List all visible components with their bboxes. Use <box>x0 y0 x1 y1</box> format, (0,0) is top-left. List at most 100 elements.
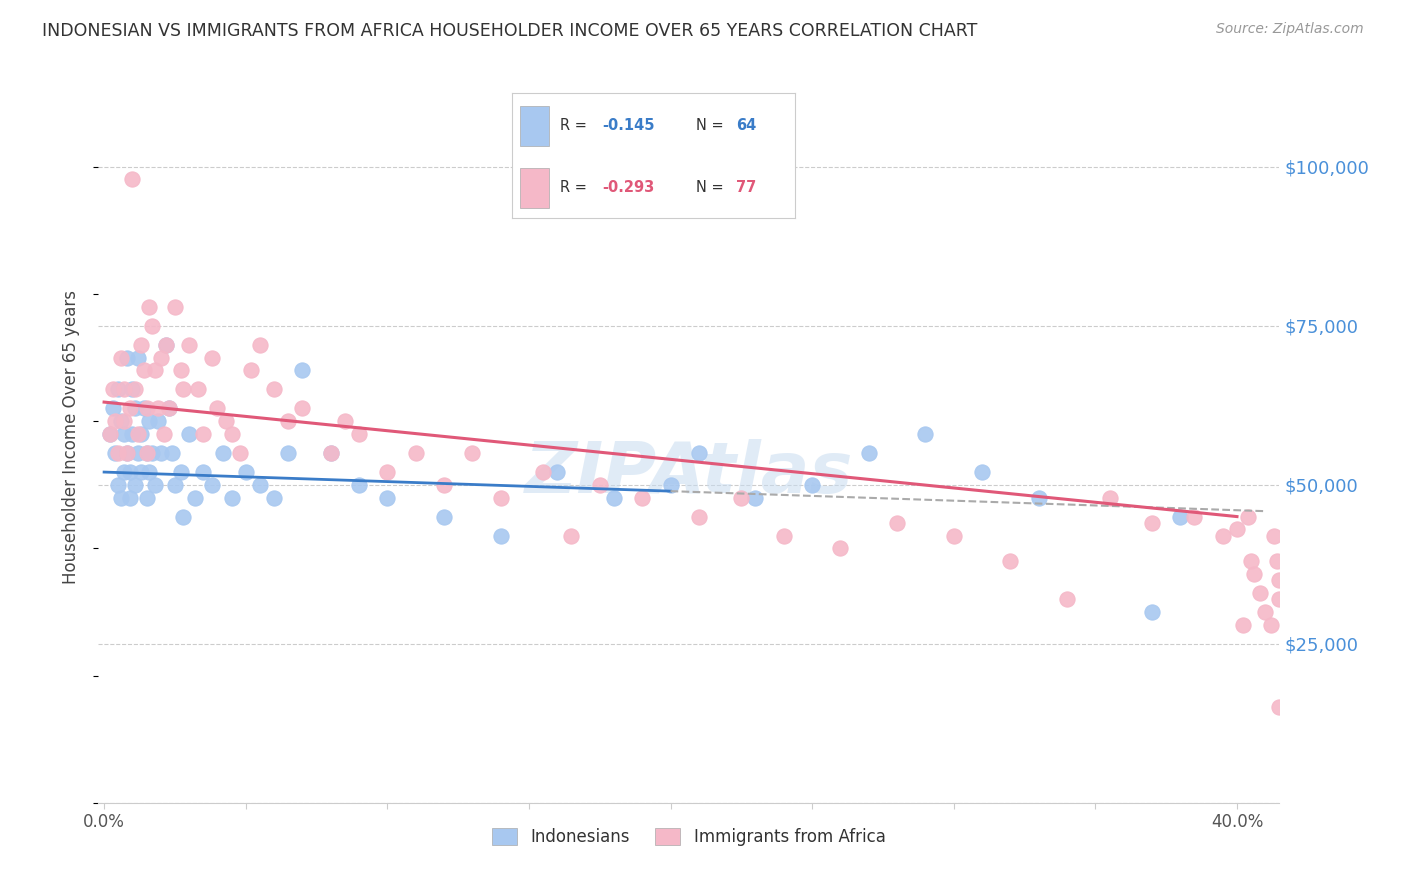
Point <box>375 465 398 479</box>
Text: Source: ZipAtlas.com: Source: ZipAtlas.com <box>1216 22 1364 37</box>
Point <box>146 401 169 416</box>
Point <box>124 477 146 491</box>
Point <box>183 491 205 505</box>
Point <box>169 465 191 479</box>
Point <box>347 477 370 491</box>
Point <box>169 363 191 377</box>
Point <box>152 426 174 441</box>
Point <box>249 338 271 352</box>
Point <box>187 383 209 397</box>
Point <box>172 383 194 397</box>
Point <box>107 477 129 491</box>
Point <box>291 401 314 416</box>
Point <box>263 383 285 397</box>
Point <box>104 414 127 428</box>
Point <box>277 446 299 460</box>
Point <box>1260 617 1282 632</box>
Point <box>143 363 166 377</box>
Point <box>1000 554 1022 568</box>
Point <box>201 477 224 491</box>
Legend: Indonesians, Immigrants from Africa: Indonesians, Immigrants from Africa <box>485 822 893 853</box>
Point <box>744 491 766 505</box>
Point <box>405 446 427 460</box>
Point <box>135 446 157 460</box>
Point <box>132 401 155 416</box>
Point <box>163 477 186 491</box>
Point <box>1184 509 1206 524</box>
Point <box>115 446 138 460</box>
Point <box>172 509 194 524</box>
Point <box>129 338 152 352</box>
Point <box>118 465 141 479</box>
Point <box>157 401 180 416</box>
Point <box>433 477 456 491</box>
Point <box>149 446 172 460</box>
Point <box>141 446 163 460</box>
Point <box>118 401 141 416</box>
Point <box>1056 592 1078 607</box>
Point <box>347 426 370 441</box>
Point <box>229 446 252 460</box>
Point <box>1265 554 1288 568</box>
Point <box>155 338 177 352</box>
Point <box>193 426 215 441</box>
Point <box>98 426 121 441</box>
Point <box>107 446 129 460</box>
Point <box>560 529 582 543</box>
Point <box>121 172 143 186</box>
Point <box>98 426 121 441</box>
Point <box>101 401 124 416</box>
Point <box>112 426 135 441</box>
Point <box>115 446 138 460</box>
Point <box>277 414 299 428</box>
Point <box>207 401 229 416</box>
Point <box>135 446 157 460</box>
Point <box>914 426 936 441</box>
Point <box>375 491 398 505</box>
Point <box>135 491 157 505</box>
Point <box>461 446 484 460</box>
Point <box>1249 586 1271 600</box>
Point <box>1268 592 1291 607</box>
Point <box>101 383 124 397</box>
Point <box>688 509 710 524</box>
Point <box>659 477 682 491</box>
Point <box>138 465 160 479</box>
Point <box>110 351 132 365</box>
Point <box>149 351 172 365</box>
Point <box>970 465 993 479</box>
Point <box>143 477 166 491</box>
Point <box>240 363 263 377</box>
Point <box>129 465 152 479</box>
Point <box>1232 617 1254 632</box>
Point <box>118 491 141 505</box>
Point <box>221 426 243 441</box>
Point <box>138 300 160 314</box>
Point <box>121 426 143 441</box>
Point <box>830 541 852 556</box>
Point <box>110 414 132 428</box>
Point <box>1168 509 1191 524</box>
Point <box>531 465 554 479</box>
Point <box>249 477 271 491</box>
Y-axis label: Householder Income Over 65 years: Householder Income Over 65 years <box>62 290 80 584</box>
Point <box>160 446 183 460</box>
Point <box>146 414 169 428</box>
Point <box>201 351 224 365</box>
Point <box>858 446 880 460</box>
Point <box>291 363 314 377</box>
Point <box>1268 700 1291 714</box>
Point <box>115 351 138 365</box>
Point <box>124 401 146 416</box>
Point <box>1268 573 1291 587</box>
Point <box>319 446 342 460</box>
Point <box>112 383 135 397</box>
Point <box>603 491 626 505</box>
Point <box>1263 529 1285 543</box>
Point <box>1243 566 1265 581</box>
Point <box>1254 605 1277 619</box>
Point <box>730 491 752 505</box>
Point <box>235 465 257 479</box>
Point <box>942 529 965 543</box>
Point <box>215 414 238 428</box>
